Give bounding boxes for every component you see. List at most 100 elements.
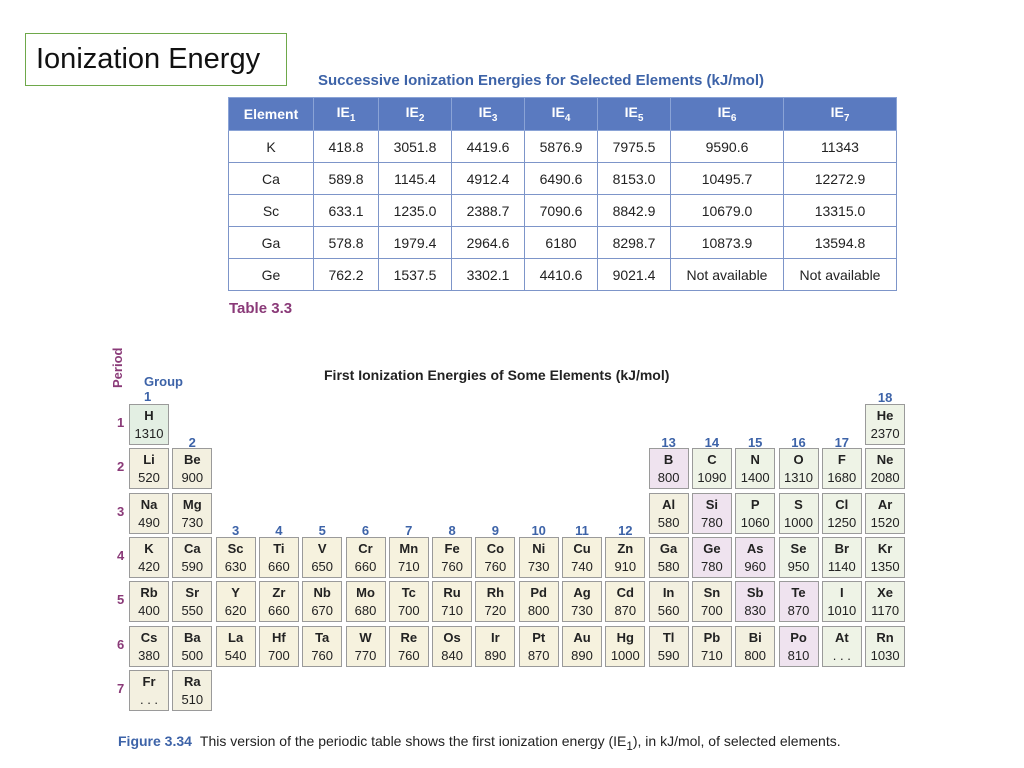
element-symbol: Na	[140, 496, 158, 512]
element-symbol: Cr	[358, 540, 373, 556]
element-cell: Ti 660	[258, 536, 299, 578]
group-number: 6	[361, 523, 370, 538]
element-ionization-value: 1170	[871, 603, 900, 619]
element-ionization-value: 490	[138, 514, 160, 530]
element-symbol: Bi	[748, 629, 762, 645]
element-symbol: Te	[791, 585, 806, 601]
table-row: Sc 633.1 1235.0 2388.7 7090.6 8842.9 10679.0 13…	[228, 194, 897, 227]
header-ie-sub: 6	[730, 112, 737, 124]
element-symbol: S	[794, 496, 803, 512]
element-cell: K 420	[129, 536, 169, 578]
element-ionization-value: 730	[181, 514, 204, 530]
element-ionization-value: 1030	[870, 647, 900, 663]
table-cell-value: Not available	[783, 258, 897, 291]
group-number: 7	[405, 523, 413, 538]
element-cell: H 1310	[129, 404, 169, 445]
group-number: 13	[661, 435, 676, 450]
element-symbol: Ag	[573, 585, 591, 601]
element-symbol: Po	[790, 629, 807, 645]
table-cell-value: 6490.6	[524, 162, 598, 195]
element-ionization-value: 960	[744, 558, 767, 574]
table-row: Ga 578.8 1979.4 2964.6 6180 8298.7 10873.9 1359…	[228, 226, 897, 259]
header-ie-base: IE	[478, 104, 492, 121]
element-ionization-value: 890	[571, 647, 593, 663]
element-symbol: P	[750, 496, 760, 512]
element-ionization-value: 420	[138, 558, 160, 574]
element-cell: F 1680	[821, 448, 862, 490]
element-symbol: Tl	[662, 629, 675, 645]
header-ie-base: IE	[405, 104, 419, 121]
table-cell-value: 8298.7	[597, 226, 671, 259]
element-cell: Ag 730	[562, 581, 602, 623]
element-symbol: Kr	[877, 540, 893, 556]
table-caption: Successive Ionization Energies for Selec…	[318, 72, 764, 89]
figure-caption-text: This version of the periodic table shows…	[199, 733, 627, 749]
header-ie2: IE2	[378, 97, 452, 131]
element-cell: Pd 800	[518, 581, 559, 623]
element-symbol: Sc	[227, 540, 244, 556]
element-ionization-value: 830	[744, 603, 767, 619]
group-number: 8	[448, 523, 456, 538]
element-ionization-value: 680	[354, 603, 377, 619]
element-ionization-value: 730	[571, 603, 593, 619]
table-cell-value: 418.8	[313, 130, 379, 163]
element-cell: Ga 580	[648, 536, 689, 578]
group-number: 12	[618, 523, 633, 538]
element-cell: Br 1140	[821, 536, 862, 578]
element-cell: S 1000	[778, 492, 819, 534]
element-ionization-value: 870	[527, 647, 550, 663]
element-symbol: Ge	[703, 540, 721, 556]
element-ionization-value: 650	[311, 558, 334, 574]
element-symbol: Br	[834, 540, 850, 556]
element-ionization-value: 1140	[827, 558, 856, 574]
element-cell: W 770	[345, 625, 386, 667]
element-cell: Ca 590	[172, 536, 213, 578]
table-cell-element: K	[228, 130, 314, 163]
element-symbol: Cs	[140, 629, 158, 645]
element-symbol: Ru	[443, 585, 461, 601]
table-cell-value: 7975.5	[597, 130, 671, 163]
table-cell-element: Ge	[228, 258, 314, 291]
element-symbol: Fr	[142, 673, 156, 689]
element-cell: Nb 670	[302, 581, 343, 623]
element-ionization-value: 1060	[740, 514, 770, 530]
element-symbol: Ra	[183, 673, 201, 689]
element-ionization-value: 1000	[784, 514, 813, 530]
table-cell-value: 13315.0	[783, 194, 897, 227]
element-cell: V 650	[302, 536, 343, 578]
header-ie-sub: 7	[843, 112, 850, 124]
element-ionization-value: 580	[657, 514, 680, 530]
element-ionization-value: 760	[311, 647, 334, 663]
header-ie-sub: 2	[418, 112, 425, 124]
element-cell: Rh 720	[475, 581, 516, 623]
element-ionization-value: 630	[224, 558, 247, 574]
header-ie6: IE6	[670, 97, 784, 131]
element-ionization-value: 1250	[827, 514, 857, 530]
table-cell-value: 11343	[783, 130, 897, 163]
element-cell: Ba 500	[172, 625, 213, 667]
table-cell-value: 762.2	[313, 258, 379, 291]
element-ionization-value: 950	[787, 558, 810, 574]
element-cell: Fr . . .	[129, 669, 169, 711]
element-cell: Po 810	[778, 625, 819, 667]
table-cell-value: 1979.4	[378, 226, 452, 259]
element-cell: In 560	[648, 581, 689, 623]
header-ie-sub: 3	[491, 112, 498, 124]
element-cell: Bi 800	[735, 625, 776, 667]
element-symbol: Ba	[183, 629, 201, 645]
element-cell: Xe 1170	[865, 581, 906, 623]
element-ionization-value: 810	[787, 647, 810, 663]
element-cell: Sc 630	[215, 536, 256, 578]
group-number: 16	[791, 435, 806, 450]
element-ionization-value: 740	[571, 558, 593, 574]
element-cell: Rn 1030	[865, 625, 906, 667]
header-ie-base: IE	[830, 104, 844, 121]
element-cell: Pb 710	[691, 625, 732, 667]
element-symbol: In	[662, 585, 675, 601]
element-ionization-value: 730	[527, 558, 550, 574]
element-ionization-value: . . .	[832, 647, 851, 663]
element-symbol: At	[834, 629, 849, 645]
table-cell-value: 12272.9	[783, 162, 897, 195]
element-ionization-value: 540	[224, 647, 247, 663]
element-symbol: W	[359, 629, 372, 645]
